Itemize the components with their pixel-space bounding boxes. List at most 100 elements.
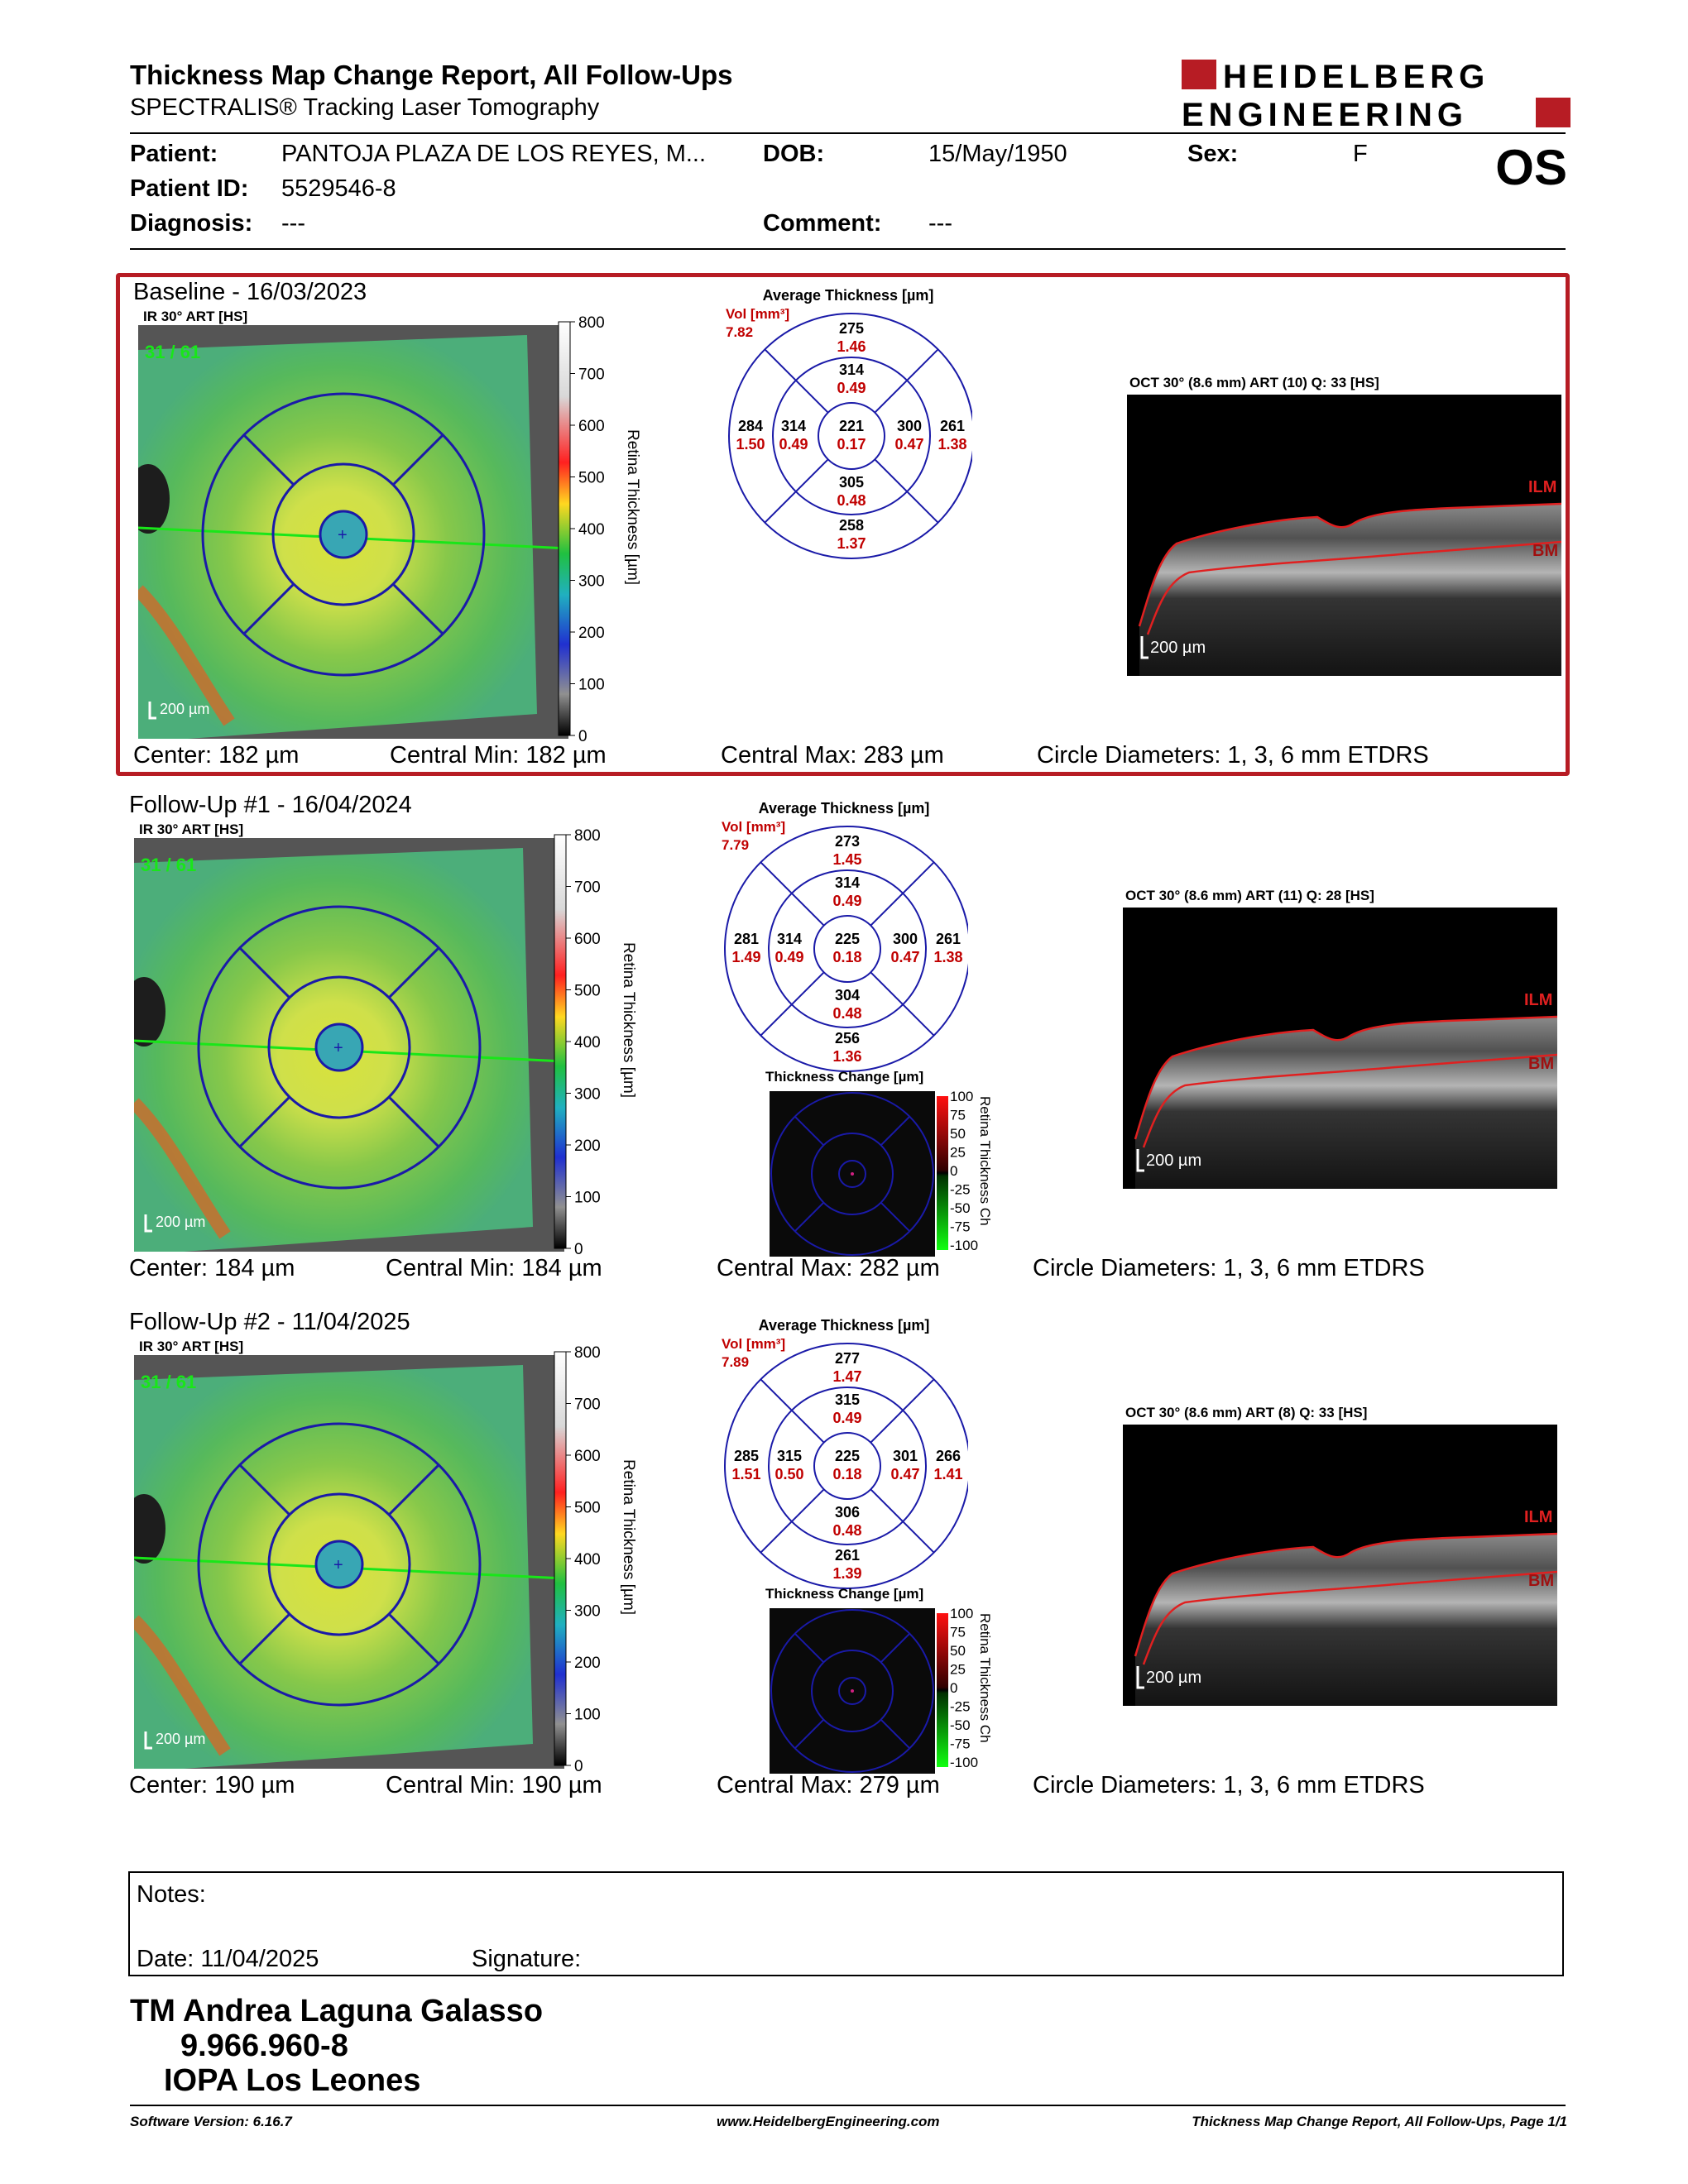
colorbar-tick: 600 bbox=[578, 418, 605, 435]
colorbar-tick: 100 bbox=[578, 677, 605, 694]
institution: IOPA Los Leones bbox=[164, 2063, 421, 2098]
etdrs-inner-ring bbox=[267, 975, 411, 1119]
colorbar-tick: 400 bbox=[574, 1034, 601, 1051]
sector-volume-outer-sup: 1.47 bbox=[832, 1368, 861, 1385]
colorbar-tick: 300 bbox=[574, 1603, 601, 1621]
operator-name: TM Andrea Laguna Galasso bbox=[130, 1994, 544, 2028]
footer-rule bbox=[130, 2105, 1566, 2106]
thickness-change-map[interactable]: 100 75 50 25 0 -25 -50 -75 -100 Retina Thickness … bbox=[770, 1605, 993, 1779]
patient-id-value: 5529546-8 bbox=[281, 175, 396, 202]
thickness-change-title: Thickness Change [µm] bbox=[765, 1586, 924, 1602]
avg-thickness-title: Average Thickness [µm] bbox=[763, 287, 934, 304]
ilm-label: ILM bbox=[1524, 1508, 1552, 1526]
vol-total: 7.82 bbox=[726, 324, 753, 340]
comment-label: Comment: bbox=[763, 210, 882, 237]
sector-thickness-inner-temp: 314 bbox=[781, 418, 806, 434]
section-2: Follow-Up #2 - 11/04/2025 IR 30° ART [HS]… bbox=[116, 1307, 1570, 1810]
etdrs-center-ring bbox=[319, 510, 368, 559]
patient-id-label: Patient ID: bbox=[130, 175, 249, 202]
frame-counter: 31 / 61 bbox=[141, 855, 196, 875]
oct-bscan[interactable]: ILM BM 200 µm bbox=[1123, 908, 1557, 1189]
svg-text:+: + bbox=[338, 526, 348, 544]
colorbar-tick: 0 bbox=[574, 1241, 583, 1258]
change-axis-title: Retina Thickness Ch bbox=[977, 1096, 993, 1226]
scale-bar-label: 200 µm bbox=[156, 1731, 205, 1747]
central-max: Central Max: 283 µm bbox=[721, 742, 944, 769]
oct-label: OCT 30° (8.6 mm) ART (11) Q: 28 [HS] bbox=[1125, 888, 1374, 903]
sector-thickness-outer-sup: 273 bbox=[835, 833, 860, 850]
ilm-boundary bbox=[1134, 1532, 1557, 1657]
sector-thickness-inner-nas: 300 bbox=[893, 931, 918, 947]
colorbar-tick: 500 bbox=[574, 983, 601, 1000]
website-link[interactable]: www.HeidelbergEngineering.com bbox=[717, 2114, 940, 2129]
oct-bscan[interactable]: ILM BM 200 µm bbox=[1127, 395, 1561, 676]
sector-volume-center: 0.18 bbox=[832, 949, 861, 965]
central-min: Central Min: 182 µm bbox=[390, 742, 607, 769]
oct-scale-bar: 200 µm bbox=[1146, 1669, 1201, 1687]
heidelberg-logo: HEIDELBERG ENGINEERING bbox=[1182, 56, 1571, 133]
thickness-change-map[interactable]: 100 75 50 25 0 -25 -50 -75 -100 Retina Thickness … bbox=[770, 1088, 993, 1262]
svg-text:+: + bbox=[333, 1039, 343, 1057]
avg-thickness-title: Average Thickness [µm] bbox=[759, 800, 930, 817]
sector-thickness-outer-sup: 275 bbox=[839, 320, 864, 337]
sector-volume-outer-inf: 1.36 bbox=[832, 1048, 861, 1065]
colorbar-tick: 100 bbox=[574, 1707, 601, 1724]
circle-diameters: Circle Diameters: 1, 3, 6 mm ETDRS bbox=[1037, 742, 1429, 769]
change-tick: 0 bbox=[950, 1163, 957, 1179]
change-tick: -50 bbox=[950, 1717, 971, 1733]
bm-label: BM bbox=[1532, 542, 1558, 560]
patient-rule bbox=[130, 248, 1566, 250]
comment-value: --- bbox=[928, 210, 952, 237]
colorbar-tick: 100 bbox=[574, 1190, 601, 1207]
change-tick: -25 bbox=[950, 1182, 971, 1198]
ilm-label: ILM bbox=[1528, 478, 1556, 496]
software-version: Software Version: 6.16.7 bbox=[130, 2114, 292, 2129]
sector-volume-center: 0.17 bbox=[837, 436, 866, 453]
optic-disc bbox=[134, 1494, 165, 1564]
page-info: Thickness Map Change Report, All Follow-… bbox=[1192, 2114, 1567, 2129]
frame-counter: 31 / 61 bbox=[141, 1372, 196, 1392]
colorbar-tick: 700 bbox=[574, 1396, 601, 1414]
sector-volume-outer-inf: 1.39 bbox=[832, 1565, 861, 1582]
colorbar-tick: 200 bbox=[574, 1655, 601, 1672]
central-min: Central Min: 184 µm bbox=[386, 1255, 602, 1281]
sector-thickness-center: 225 bbox=[835, 931, 860, 947]
colorbar-tick: 800 bbox=[574, 827, 601, 845]
dob-value: 15/May/1950 bbox=[928, 141, 1067, 167]
optic-disc bbox=[138, 464, 170, 534]
sector-thickness-inner-nas: 301 bbox=[893, 1448, 918, 1464]
section-0: Baseline - 16/03/2023 IR 30° ART [HS] +31 … bbox=[116, 273, 1570, 776]
section-title: Follow-Up #1 - 16/04/2024 bbox=[129, 792, 412, 818]
fundus-thickness-map[interactable]: +31 / 61 200 µm bbox=[134, 838, 564, 1252]
sector-thickness-inner-sup: 314 bbox=[835, 874, 860, 891]
colorbar-tick: 500 bbox=[574, 1500, 601, 1517]
avg-thickness-chart: Average Thickness [µm]Vol [mm³]7.79 2731.… bbox=[722, 800, 968, 1072]
fundus-thickness-map[interactable]: +31 / 61 200 µm bbox=[134, 1355, 564, 1769]
fundus-thickness-map[interactable]: +31 / 61 200 µm bbox=[138, 325, 568, 739]
change-tick: 100 bbox=[950, 1089, 973, 1104]
colorbar-tick: 200 bbox=[578, 625, 605, 642]
report-subtitle: SPECTRALIS® Tracking Laser Tomography bbox=[130, 94, 600, 121]
sector-volume-outer-nas: 1.41 bbox=[933, 1466, 962, 1482]
change-tick: -75 bbox=[950, 1736, 971, 1752]
colorbar-title: Retina Thickness [µm] bbox=[620, 942, 637, 1098]
avg-thickness-chart: Average Thickness [µm]Vol [mm³]7.89 2771.… bbox=[722, 1317, 968, 1589]
change-tick: 0 bbox=[950, 1680, 957, 1696]
sector-thickness-outer-nas: 261 bbox=[940, 418, 965, 434]
avg-thickness-title: Average Thickness [µm] bbox=[759, 1317, 930, 1334]
diagnosis-label: Diagnosis: bbox=[130, 210, 253, 237]
oct-bscan[interactable]: ILM BM 200 µm bbox=[1123, 1425, 1557, 1706]
optic-disc bbox=[134, 977, 165, 1046]
sector-thickness-outer-temp: 284 bbox=[738, 418, 763, 434]
sector-volume-inner-nas: 0.47 bbox=[894, 436, 923, 453]
section-1: Follow-Up #1 - 16/04/2024 IR 30° ART [HS]… bbox=[116, 790, 1570, 1293]
ilm-boundary bbox=[1134, 1015, 1557, 1140]
oct-scale-bar: 200 µm bbox=[1146, 1152, 1201, 1170]
sector-volume-outer-temp: 1.49 bbox=[731, 949, 760, 965]
sector-thickness-outer-temp: 281 bbox=[734, 931, 759, 947]
sector-thickness-inner-temp: 314 bbox=[777, 931, 802, 947]
change-tick: -50 bbox=[950, 1200, 971, 1216]
notes-box[interactable]: Notes: Date: 11/04/2025 Signature: bbox=[128, 1871, 1564, 1976]
section-title: Baseline - 16/03/2023 bbox=[133, 279, 367, 305]
change-axis-title: Retina Thickness Ch bbox=[977, 1613, 993, 1743]
